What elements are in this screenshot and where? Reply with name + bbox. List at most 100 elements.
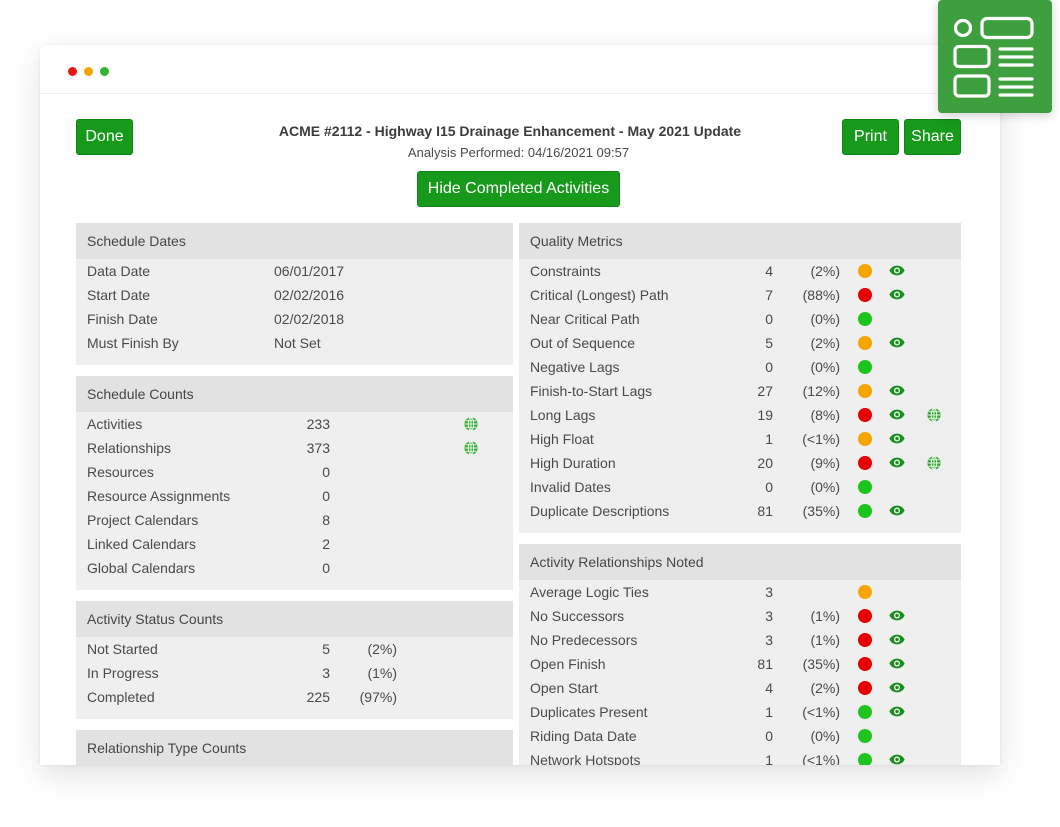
open-finish-eye-icon[interactable] (889, 658, 905, 670)
in-progress-count: 3 (322, 665, 330, 681)
high-duration-eye-icon[interactable] (889, 457, 905, 469)
duplicate-descriptions-row: Duplicate Descriptions 81 (35%) (519, 499, 961, 523)
linked-calendars-count: 2 (322, 536, 330, 552)
relationships-globe-icon[interactable] (464, 441, 478, 455)
invalid-dates-count: 0 (765, 479, 773, 495)
out-of-sequence-count: 5 (765, 335, 773, 351)
open-start-eye-icon[interactable] (889, 682, 905, 694)
project-calendars-count: 8 (322, 512, 330, 528)
must-finish-by-value: Not Set (274, 335, 321, 351)
hide-completed-activities-button[interactable]: Hide Completed Activities (417, 171, 620, 207)
no-successors-percent: (1%) (810, 608, 840, 624)
critical-path-eye-icon[interactable] (889, 289, 905, 301)
activities-row: Activities 233 (76, 412, 513, 436)
open-start-status-dot-icon (858, 681, 872, 695)
negative-lags-status-dot-icon (858, 360, 872, 374)
quality-metrics-panel: Quality Metrics Constraints 4 (2%) Criti… (519, 223, 961, 533)
finish-to-start-lags-status-dot-icon (858, 384, 872, 398)
open-start-percent: (2%) (810, 680, 840, 696)
open-start-label: Open Start (530, 680, 598, 696)
relationship-type-counts-panel: Relationship Type Counts (76, 730, 513, 765)
no-predecessors-eye-icon[interactable] (889, 634, 905, 646)
high-duration-label: High Duration (530, 455, 616, 471)
network-hotspots-percent: (<1%) (802, 752, 840, 765)
average-logic-ties-row: Average Logic Ties 3 (519, 580, 961, 604)
completed-row: Completed 225 (97%) (76, 685, 513, 709)
must-finish-by-label: Must Finish By (87, 335, 179, 351)
open-finish-row: Open Finish 81 (35%) (519, 652, 961, 676)
high-duration-percent: (9%) (810, 455, 840, 471)
relationships-label: Relationships (87, 440, 172, 456)
near-critical-path-status-dot-icon (858, 312, 872, 326)
negative-lags-percent: (0%) (810, 359, 840, 375)
constraints-eye-icon[interactable] (889, 265, 905, 277)
long-lags-eye-icon[interactable] (889, 409, 905, 421)
app-window: Done ACME #2112 - Highway I15 Drainage E… (40, 45, 1000, 765)
constraints-row: Constraints 4 (2%) (519, 259, 961, 283)
high-duration-globe-icon[interactable] (927, 456, 941, 470)
no-predecessors-row: No Predecessors 3 (1%) (519, 628, 961, 652)
data-date-value: 06/01/2017 (274, 263, 345, 279)
print-button[interactable]: Print (842, 119, 899, 155)
out-of-sequence-status-dot-icon (858, 336, 872, 350)
open-start-count: 4 (765, 680, 773, 696)
high-float-eye-icon[interactable] (889, 433, 905, 445)
global-calendars-count: 0 (322, 560, 330, 576)
high-float-status-dot-icon (858, 432, 872, 446)
form-list-icon (938, 0, 1052, 113)
negative-lags-row: Negative Lags 0 (0%) (519, 355, 961, 379)
duplicate-descriptions-percent: (35%) (802, 503, 840, 519)
maximize-dot-icon[interactable] (100, 67, 109, 76)
activities-label: Activities (87, 416, 143, 432)
duplicates-present-label: Duplicates Present (530, 704, 648, 720)
long-lags-label: Long Lags (530, 407, 596, 423)
activities-globe-icon[interactable] (464, 417, 478, 431)
network-hotspots-status-dot-icon (858, 753, 872, 765)
long-lags-globe-icon[interactable] (927, 408, 941, 422)
left-column: Schedule Dates Data Date 06/01/2017 Star… (76, 223, 513, 765)
critical-path-row: Critical (Longest) Path 7 (88%) (519, 283, 961, 307)
duplicates-present-eye-icon[interactable] (889, 706, 905, 718)
out-of-sequence-label: Out of Sequence (530, 335, 636, 351)
out-of-sequence-percent: (2%) (810, 335, 840, 351)
global-calendars-label: Global Calendars (87, 560, 196, 576)
minimize-dot-icon[interactable] (84, 67, 93, 76)
analysis-timestamp: Analysis Performed: 04/16/2021 09:57 (407, 145, 630, 160)
network-hotspots-eye-icon[interactable] (889, 754, 905, 765)
out-of-sequence-eye-icon[interactable] (889, 337, 905, 349)
activity-status-counts-panel: Activity Status Counts Not Started 5 (2%… (76, 601, 513, 719)
schedule-dates-panel: Schedule Dates Data Date 06/01/2017 Star… (76, 223, 513, 365)
relationships-row: Relationships 373 (76, 436, 513, 460)
finish-to-start-lags-eye-icon[interactable] (889, 385, 905, 397)
high-float-row: High Float 1 (<1%) (519, 427, 961, 451)
open-finish-percent: (35%) (802, 656, 840, 672)
negative-lags-label: Negative Lags (530, 359, 620, 375)
in-progress-percent: (1%) (367, 665, 397, 681)
no-predecessors-status-dot-icon (858, 633, 872, 647)
no-successors-row: No Successors 3 (1%) (519, 604, 961, 628)
close-dot-icon[interactable] (68, 67, 77, 76)
start-date-label: Start Date (87, 287, 151, 303)
average-logic-ties-count: 3 (765, 584, 773, 600)
critical-path-label: Critical (Longest) Path (530, 287, 669, 303)
duplicate-descriptions-eye-icon[interactable] (889, 505, 905, 517)
no-successors-eye-icon[interactable] (889, 610, 905, 622)
duplicates-present-percent: (<1%) (802, 704, 840, 720)
not-started-row: Not Started 5 (2%) (76, 637, 513, 661)
done-button[interactable]: Done (76, 119, 133, 155)
resource-assignments-count: 0 (322, 488, 330, 504)
network-hotspots-count: 1 (765, 752, 773, 765)
resources-label: Resources (87, 464, 154, 480)
near-critical-path-label: Near Critical Path (530, 311, 640, 327)
invalid-dates-row: Invalid Dates 0 (0%) (519, 475, 961, 499)
finish-date-label: Finish Date (87, 311, 158, 327)
relationships-count: 373 (306, 440, 330, 456)
share-button[interactable]: Share (904, 119, 961, 155)
activity-relationships-noted-header: Activity Relationships Noted (519, 544, 961, 580)
open-start-row: Open Start 4 (2%) (519, 676, 961, 700)
resources-count: 0 (322, 464, 330, 480)
high-duration-status-dot-icon (858, 456, 872, 470)
resource-assignments-row: Resource Assignments 0 (76, 484, 513, 508)
duplicate-descriptions-count: 81 (757, 503, 773, 519)
quality-metrics-body: Constraints 4 (2%) Critical (Longest) Pa… (519, 259, 961, 533)
